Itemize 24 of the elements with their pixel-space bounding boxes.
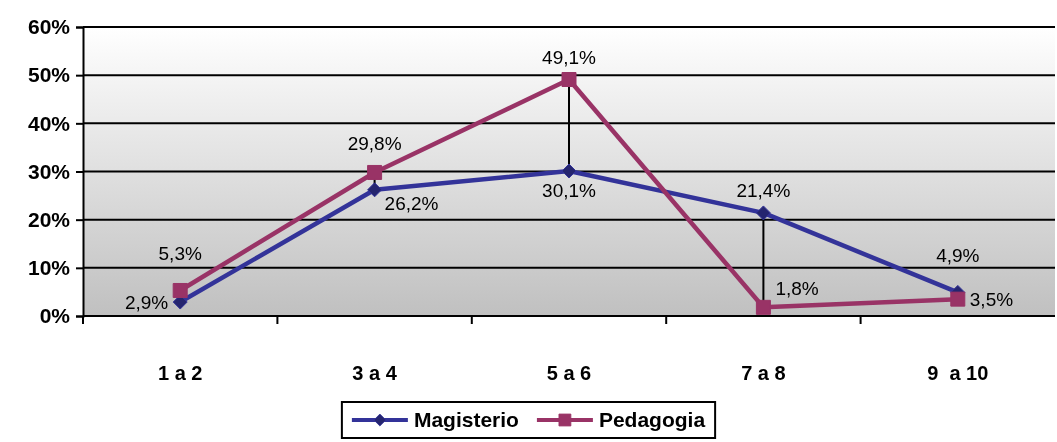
x-tick-label: 5 a 6 — [546, 362, 592, 384]
data-label: 29,8% — [347, 133, 402, 155]
x-tick-label: 3 a 4 — [352, 362, 398, 384]
data-label: 4,9% — [936, 245, 980, 267]
x-tick-label: 7 a 8 — [741, 362, 786, 384]
y-tick-label: 50% — [27, 63, 71, 87]
y-tick-label: 30% — [27, 159, 71, 183]
data-label: 21,4% — [736, 179, 791, 201]
data-label: 3,5% — [969, 289, 1014, 311]
legend-label: Pedagogia — [598, 408, 706, 431]
data-label: 5,3% — [158, 243, 202, 265]
y-tick-label: 10% — [27, 256, 71, 280]
y-tick-label: 20% — [27, 207, 71, 231]
data-label: 1,8% — [775, 278, 819, 300]
y-tick-label: 40% — [27, 111, 71, 135]
legend-label: Magisterio — [413, 408, 519, 431]
y-tick-label: 0% — [39, 304, 71, 328]
data-label: 30,1% — [542, 180, 597, 202]
y-tick-label: 60% — [27, 15, 71, 39]
x-tick-label: 1 a 2 — [157, 362, 203, 384]
data-label: 49,1% — [542, 46, 597, 68]
data-label: 2,9% — [124, 292, 169, 314]
data-label: 26,2% — [384, 192, 439, 214]
x-tick-label: 9 a 10 — [927, 362, 989, 384]
